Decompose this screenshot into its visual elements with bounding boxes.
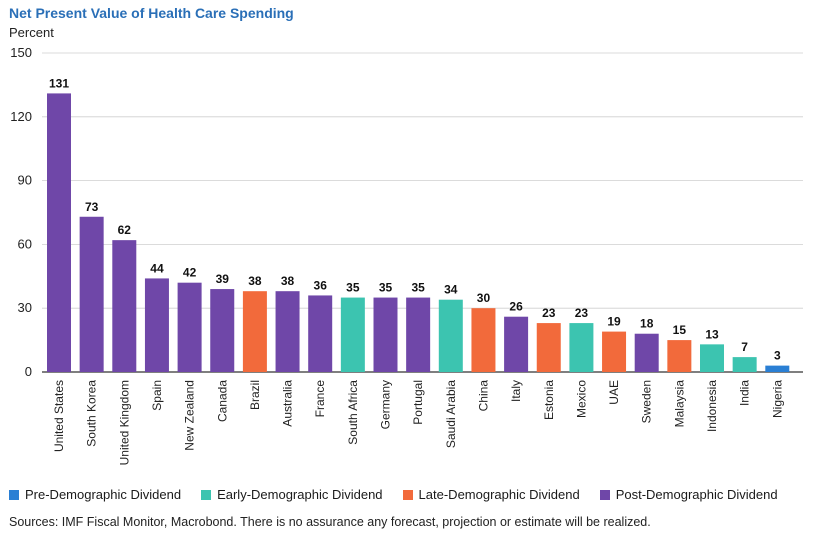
legend-label: Late-Demographic Dividend bbox=[418, 487, 580, 502]
x-tick-label: Italy bbox=[509, 380, 523, 402]
data-label: 19 bbox=[607, 315, 621, 329]
y-tick-label: 120 bbox=[10, 109, 32, 124]
y-tick-label: 60 bbox=[18, 236, 32, 251]
x-tick-label: United Kingdom bbox=[117, 380, 131, 465]
x-tick-label: Spain bbox=[150, 380, 164, 411]
legend-swatch bbox=[201, 489, 212, 500]
data-label: 18 bbox=[640, 317, 654, 331]
legend-label: Early-Demographic Dividend bbox=[217, 487, 383, 502]
bar bbox=[144, 278, 169, 372]
bar bbox=[667, 340, 692, 372]
x-tick-label: India bbox=[738, 380, 752, 406]
bar bbox=[569, 323, 594, 372]
data-label: 26 bbox=[509, 300, 523, 314]
bar bbox=[602, 331, 627, 372]
legend-item-early: Early-Demographic Dividend bbox=[201, 487, 383, 502]
y-axis-label: Percent bbox=[9, 25, 54, 40]
legend-swatch bbox=[402, 489, 413, 500]
x-tick-label: South Africa bbox=[346, 380, 360, 445]
data-label: 23 bbox=[542, 306, 556, 320]
legend-label: Post-Demographic Dividend bbox=[615, 487, 778, 502]
data-label: 38 bbox=[281, 274, 295, 288]
bar bbox=[340, 297, 365, 372]
bar bbox=[504, 316, 529, 372]
x-tick-label: Germany bbox=[379, 380, 393, 429]
bar bbox=[700, 344, 724, 372]
legend-item-pre: Pre-Demographic Dividend bbox=[9, 487, 181, 502]
data-label: 34 bbox=[444, 283, 458, 297]
data-label: 30 bbox=[477, 291, 491, 305]
source-note: Sources: IMF Fiscal Monitor, Macrobond. … bbox=[9, 515, 651, 529]
x-tick-label: South Korea bbox=[85, 380, 99, 447]
bar bbox=[275, 291, 300, 372]
y-tick-label: 90 bbox=[18, 173, 32, 188]
x-tick-label: Saudi Arabia bbox=[444, 380, 458, 448]
bar bbox=[438, 299, 463, 372]
chart-title: Net Present Value of Health Care Spendin… bbox=[9, 5, 294, 21]
legend: Pre-Demographic Dividend Early-Demographi… bbox=[9, 487, 778, 502]
x-tick-label: Malaysia bbox=[672, 380, 686, 428]
bar bbox=[242, 291, 267, 372]
bar bbox=[308, 295, 333, 372]
bar bbox=[765, 365, 790, 372]
data-label: 73 bbox=[85, 200, 99, 214]
legend-swatch bbox=[9, 489, 19, 500]
legend-swatch bbox=[599, 489, 610, 500]
x-tick-label: UAE bbox=[607, 380, 621, 405]
bar bbox=[112, 240, 137, 372]
x-tick-label: France bbox=[313, 380, 327, 418]
y-tick-label: 0 bbox=[25, 364, 32, 379]
bar bbox=[177, 282, 202, 372]
data-label: 35 bbox=[379, 281, 393, 295]
data-label: 7 bbox=[741, 340, 748, 354]
data-label: 38 bbox=[248, 274, 262, 288]
bar bbox=[210, 289, 235, 372]
data-label: 35 bbox=[411, 281, 425, 295]
bar bbox=[536, 323, 561, 372]
x-tick-label: Nigeria bbox=[770, 380, 784, 418]
x-tick-label: Australia bbox=[281, 380, 295, 427]
bar bbox=[47, 93, 71, 372]
x-tick-label: Sweden bbox=[640, 380, 654, 423]
x-tick-label: New Zealand bbox=[183, 380, 197, 451]
data-label: 13 bbox=[705, 327, 719, 341]
y-tick-label: 30 bbox=[18, 300, 32, 315]
x-tick-label: Brazil bbox=[248, 380, 262, 410]
data-label: 42 bbox=[183, 266, 197, 280]
x-tick-label: Estonia bbox=[542, 380, 556, 420]
x-tick-label: Canada bbox=[215, 380, 229, 422]
y-tick-label: 150 bbox=[10, 45, 32, 60]
x-tick-label: Indonesia bbox=[705, 380, 719, 432]
x-tick-label: United States bbox=[52, 380, 66, 452]
bar bbox=[79, 216, 104, 372]
bar bbox=[634, 333, 659, 372]
data-label: 3 bbox=[774, 349, 781, 363]
x-tick-label: China bbox=[476, 380, 490, 412]
legend-item-late: Late-Demographic Dividend bbox=[402, 487, 580, 502]
data-label: 62 bbox=[118, 223, 132, 237]
legend-item-post: Post-Demographic Dividend bbox=[599, 487, 778, 502]
data-label: 44 bbox=[150, 261, 164, 275]
bar bbox=[406, 297, 431, 372]
data-label: 35 bbox=[346, 281, 360, 295]
legend-label: Pre-Demographic Dividend bbox=[25, 487, 182, 502]
data-label: 36 bbox=[314, 278, 328, 292]
data-label: 39 bbox=[216, 272, 230, 286]
data-label: 131 bbox=[49, 76, 69, 90]
bar bbox=[373, 297, 398, 372]
x-tick-label: Mexico bbox=[574, 380, 588, 418]
data-label: 15 bbox=[673, 323, 687, 337]
bar bbox=[732, 357, 757, 372]
x-tick-label: Portugal bbox=[411, 380, 425, 425]
bar bbox=[471, 308, 496, 372]
data-label: 23 bbox=[575, 306, 589, 320]
